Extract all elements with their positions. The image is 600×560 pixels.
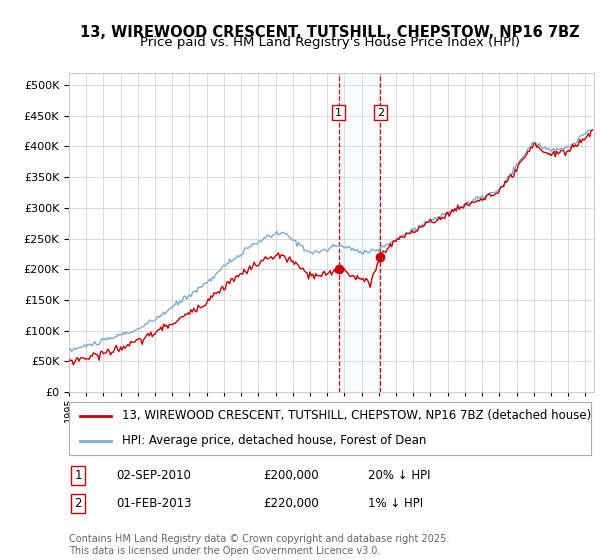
Text: £200,000: £200,000 <box>263 469 319 482</box>
Text: 01-FEB-2013: 01-FEB-2013 <box>116 497 192 510</box>
Text: 1% ↓ HPI: 1% ↓ HPI <box>368 497 424 510</box>
Text: 2: 2 <box>377 108 384 118</box>
Text: 02-SEP-2010: 02-SEP-2010 <box>116 469 191 482</box>
Text: 2: 2 <box>74 497 82 510</box>
Text: Contains HM Land Registry data © Crown copyright and database right 2025.
This d: Contains HM Land Registry data © Crown c… <box>69 534 449 556</box>
Text: Price paid vs. HM Land Registry's House Price Index (HPI): Price paid vs. HM Land Registry's House … <box>140 36 520 49</box>
Text: 13, WIREWOOD CRESCENT, TUTSHILL, CHEPSTOW, NP16 7BZ (detached house): 13, WIREWOOD CRESCENT, TUTSHILL, CHEPSTO… <box>121 409 591 422</box>
Text: £220,000: £220,000 <box>263 497 319 510</box>
Bar <box>339 73 380 392</box>
Text: 13, WIREWOOD CRESCENT, TUTSHILL, CHEPSTOW, NP16 7BZ: 13, WIREWOOD CRESCENT, TUTSHILL, CHEPSTO… <box>80 25 580 40</box>
Text: HPI: Average price, detached house, Forest of Dean: HPI: Average price, detached house, Fore… <box>121 434 426 447</box>
Text: 20% ↓ HPI: 20% ↓ HPI <box>368 469 431 482</box>
Text: 1: 1 <box>335 108 342 118</box>
Text: 1: 1 <box>74 469 82 482</box>
FancyBboxPatch shape <box>69 402 592 455</box>
